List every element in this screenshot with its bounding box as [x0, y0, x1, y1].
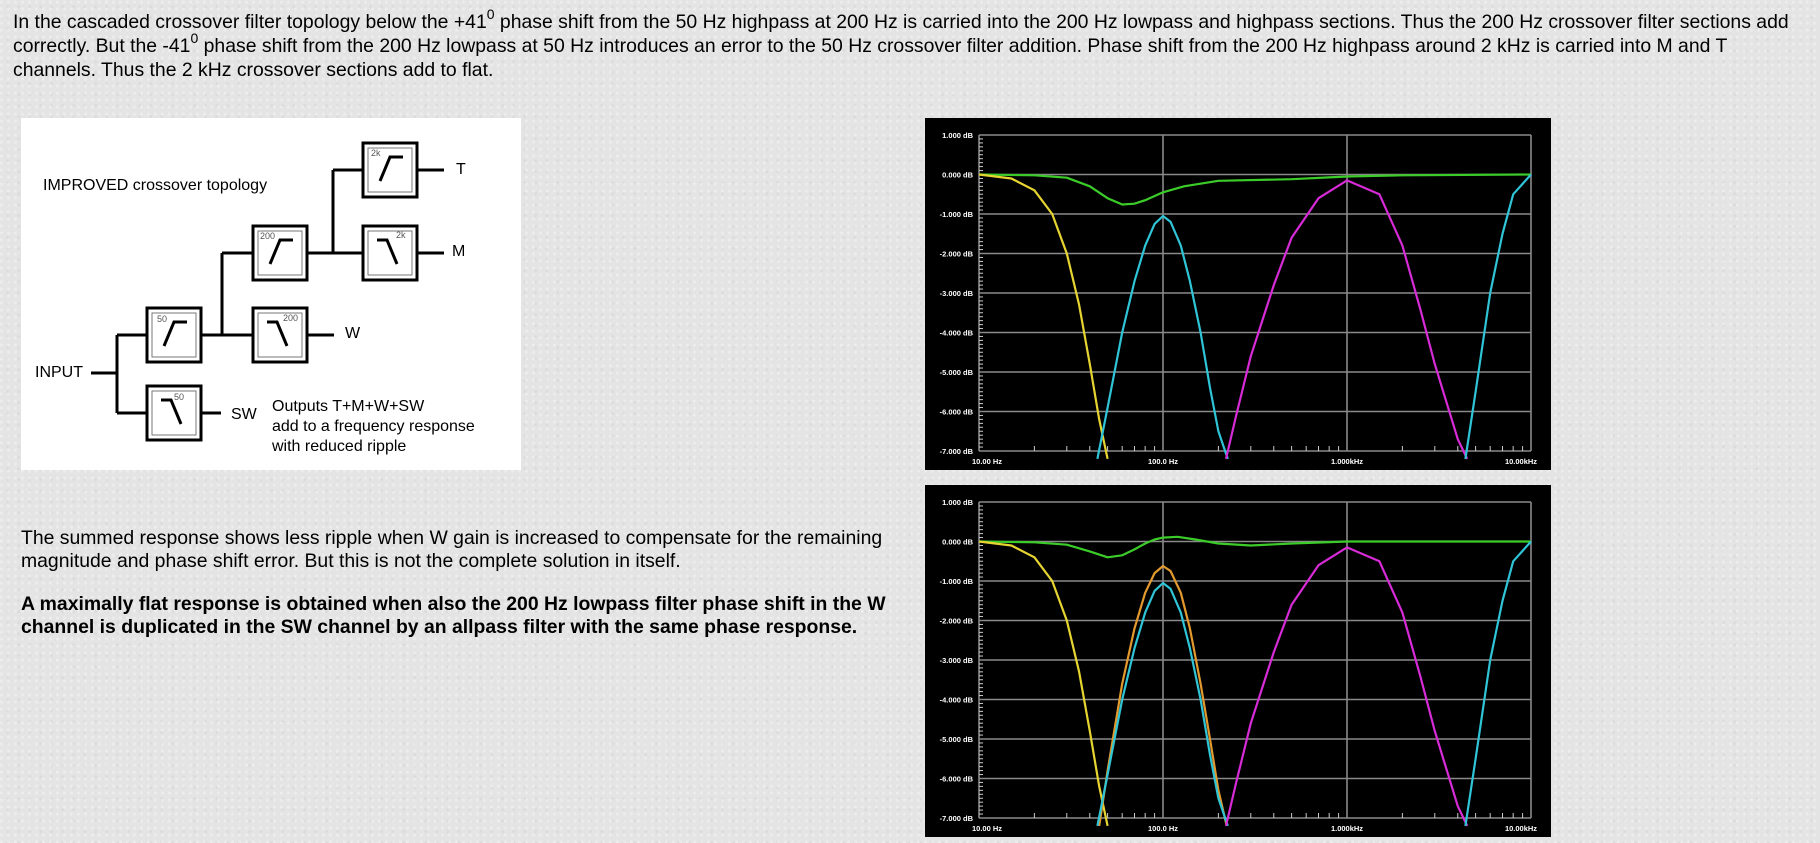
x-tick-label: 100.0 Hz [1148, 457, 1178, 466]
y-tick-label: -6.000 dB [940, 408, 974, 417]
y-tick-label: -4.000 dB [940, 329, 974, 338]
y-tick-label: 0.000 dB [942, 171, 973, 180]
y-tick-label: -3.000 dB [940, 656, 974, 665]
chart-1-svg: 1.000 dB 0.000 dB -1.000 dB -2.000 dB -3.000… [940, 131, 1538, 466]
series-line-2 [1096, 214, 1229, 460]
output-w-label: W [345, 325, 361, 342]
filter-hp2k: 2k [361, 141, 419, 199]
intro-paragraph: In the cascaded crossover filter topolog… [13, 7, 1813, 82]
degree-superscript: 0 [190, 30, 199, 46]
x-tick-label: 1.000kHz [1331, 824, 1363, 833]
x-tick-label: 10.00kHz [1505, 824, 1537, 833]
x-tick-label: 10.00kHz [1505, 457, 1537, 466]
filter-hp50: 50 [145, 306, 203, 364]
y-tick-label: 1.000 dB [942, 498, 973, 507]
degree-superscript: 0 [486, 6, 495, 22]
note-line-2: add to a frequency response [272, 418, 475, 435]
summed-response-paragraph: The summed response shows less ripple wh… [21, 527, 883, 572]
y-tick-label: -7.000 dB [940, 447, 974, 456]
y-tick-label: 0.000 dB [942, 538, 973, 547]
filter-lp2k: 2k [361, 224, 419, 282]
filter-hp200: 200 [251, 224, 309, 282]
y-tick-label: -5.000 dB [940, 735, 974, 744]
filter-lp50-label: 50 [174, 392, 184, 402]
filter-lp2k-label: 2k [396, 230, 406, 240]
y-tick-label: -1.000 dB [940, 210, 974, 219]
series-line-0 [978, 173, 1532, 206]
series-line-4 [1224, 546, 1469, 827]
filter-hp50-label: 50 [157, 314, 167, 324]
intro-text-3: phase shift from the 200 Hz lowpass at 5… [13, 35, 1727, 81]
crossover-topology-diagram: IMPROVED crossover topology INPUT T M W … [21, 118, 521, 470]
y-tick-label: -3.000 dB [940, 289, 974, 298]
x-tick-label: 1.000kHz [1331, 457, 1363, 466]
y-tick-label: 1.000 dB [942, 131, 973, 140]
diagram-title: IMPROVED crossover topology [43, 177, 267, 194]
x-tick-label: 10.00 Hz [972, 824, 1002, 833]
series-line-3 [1224, 179, 1469, 460]
input-label: INPUT [35, 364, 83, 381]
series-line-1 [978, 540, 1109, 827]
chart-grid [978, 134, 1532, 452]
filter-lp200: 200 [251, 306, 309, 364]
note-line-3: with reduced ripple [271, 438, 406, 455]
series-line-3 [1096, 581, 1229, 827]
y-tick-label: -7.000 dB [940, 814, 974, 823]
filter-lp50: 50 [145, 384, 203, 442]
output-t-label: T [456, 161, 466, 178]
filter-hp2k-label: 2k [371, 148, 381, 158]
y-tick-label: -2.000 dB [940, 250, 974, 259]
x-tick-label: 100.0 Hz [1148, 824, 1178, 833]
y-tick-label: -6.000 dB [940, 775, 974, 784]
output-m-label: M [452, 243, 465, 260]
y-tick-label: -2.000 dB [940, 617, 974, 626]
output-sw-label: SW [231, 406, 258, 423]
frequency-response-chart-1: 1.000 dB 0.000 dB -1.000 dB -2.000 dB -3.000… [925, 118, 1551, 470]
maximally-flat-paragraph: A maximally flat response is obtained wh… [21, 593, 886, 638]
chart-2-svg: 1.000 dB 0.000 dB -1.000 dB -2.000 dB -3.000… [940, 498, 1538, 833]
intro-text-2: phase shift from the 50 Hz highpass at 2… [13, 11, 1789, 57]
intro-text-1: In the cascaded crossover filter topolog… [13, 11, 487, 33]
x-tick-label: 10.00 Hz [972, 457, 1002, 466]
signal-wires [91, 168, 444, 415]
y-tick-label: -5.000 dB [940, 368, 974, 377]
series-line-5 [1464, 540, 1532, 827]
filter-lp200-label: 200 [283, 313, 298, 323]
series-line-1 [978, 173, 1109, 460]
series-line-4 [1464, 173, 1532, 460]
y-tick-label: -1.000 dB [940, 577, 974, 586]
series-line-2 [1098, 564, 1228, 827]
series-line-0 [978, 535, 1531, 559]
note-line-1: Outputs T+M+W+SW [272, 398, 425, 415]
y-tick-label: -4.000 dB [940, 696, 974, 705]
filter-hp200-label: 200 [260, 231, 275, 241]
frequency-response-chart-2: 1.000 dB 0.000 dB -1.000 dB -2.000 dB -3.000… [925, 485, 1551, 837]
chart-grid [978, 501, 1532, 819]
